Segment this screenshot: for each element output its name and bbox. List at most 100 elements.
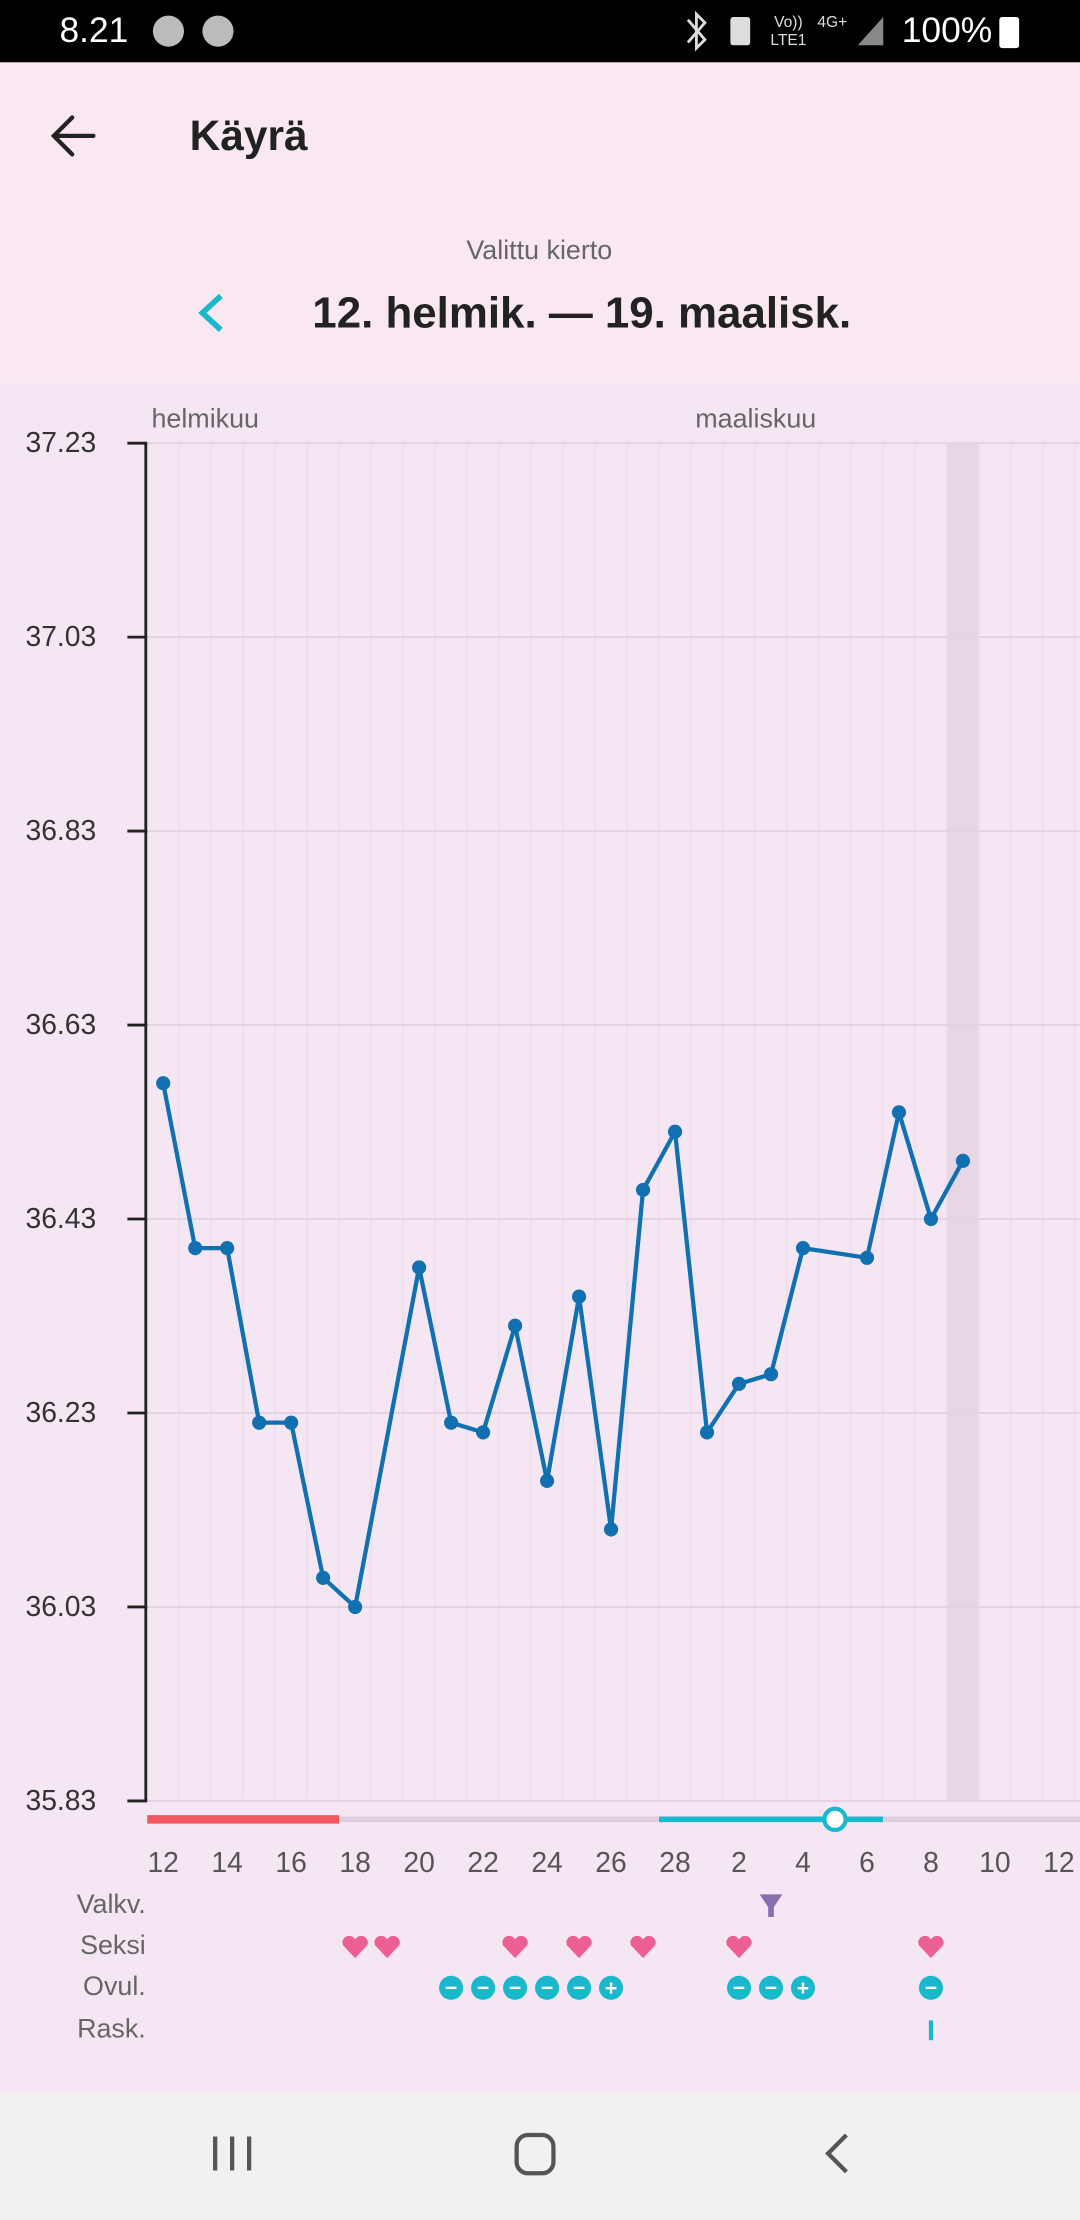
ovulation-test-result: − bbox=[477, 1977, 489, 2000]
y-tick-label: 36.03 bbox=[25, 1590, 96, 1622]
line-segment bbox=[576, 1296, 614, 1530]
ovulation-test-result: − bbox=[765, 1977, 777, 2000]
event-row-label: Rask. bbox=[77, 2013, 146, 2043]
data-point bbox=[188, 1241, 203, 1256]
status-time: 8.21 bbox=[59, 11, 128, 50]
ovulation-test-icon bbox=[471, 1975, 496, 2000]
ovulation-test-result: − bbox=[733, 1977, 745, 2000]
status-battery: 100% bbox=[902, 11, 992, 50]
ovulation-test-result: − bbox=[925, 1977, 937, 2000]
status-icon bbox=[202, 15, 234, 47]
line-segment bbox=[608, 1189, 646, 1530]
line-segment bbox=[289, 1422, 326, 1579]
battery-saver-icon bbox=[730, 16, 751, 46]
ovulation-test-icon bbox=[918, 1975, 943, 2000]
month-label: helmikuu bbox=[151, 404, 259, 434]
previous-cycle-button[interactable] bbox=[198, 293, 223, 332]
bluetooth-icon bbox=[686, 10, 707, 52]
status-lte: LTE1 bbox=[770, 32, 806, 49]
data-point bbox=[316, 1570, 331, 1585]
ovulation-test-result: − bbox=[541, 1977, 553, 2000]
y-tick-label: 35.83 bbox=[25, 1784, 96, 1816]
ovulation-test-icon bbox=[758, 1975, 784, 2000]
heart-icon bbox=[342, 1935, 368, 1959]
ovulation-test-result: + bbox=[605, 1977, 617, 2000]
line-segment bbox=[513, 1325, 550, 1482]
line-segment bbox=[896, 1111, 933, 1220]
x-tick-label: 2 bbox=[731, 1846, 747, 1878]
back-button[interactable] bbox=[50, 115, 96, 157]
data-point bbox=[763, 1367, 779, 1382]
x-tick-label: 6 bbox=[859, 1846, 875, 1878]
data-point bbox=[220, 1241, 235, 1256]
data-point bbox=[795, 1241, 811, 1256]
x-tick-label: 12 bbox=[1043, 1846, 1074, 1878]
data-point bbox=[955, 1153, 971, 1168]
today-column bbox=[946, 443, 979, 1801]
x-tick-label: 22 bbox=[467, 1846, 498, 1878]
recent-apps-button[interactable] bbox=[213, 2136, 252, 2171]
cycle-range: 12. helmik. — 19. maalisk. bbox=[312, 288, 851, 337]
event-row-label: Ovul. bbox=[83, 1971, 146, 2001]
data-point bbox=[252, 1415, 267, 1430]
page-title: Käyrä bbox=[190, 112, 308, 159]
data-point bbox=[412, 1260, 427, 1275]
data-point bbox=[571, 1289, 587, 1304]
discharge-icon bbox=[759, 1894, 783, 1918]
line-segment bbox=[929, 1159, 965, 1221]
data-point bbox=[444, 1415, 459, 1430]
x-tick-label: 28 bbox=[659, 1846, 690, 1878]
heart-icon bbox=[630, 1935, 656, 1959]
line-segment bbox=[705, 1382, 741, 1434]
status-icon bbox=[152, 15, 185, 47]
x-tick-label: 4 bbox=[795, 1846, 811, 1878]
y-tick-label: 36.23 bbox=[25, 1396, 96, 1428]
line-segment bbox=[544, 1296, 582, 1482]
line-segment bbox=[321, 1576, 357, 1609]
heart-icon bbox=[374, 1935, 400, 1959]
system-back-button[interactable] bbox=[825, 2133, 848, 2174]
battery-icon bbox=[999, 16, 1020, 49]
line-segment bbox=[353, 1267, 422, 1608]
home-button[interactable] bbox=[514, 2132, 556, 2176]
line-segment bbox=[225, 1247, 262, 1424]
y-tick-label: 36.63 bbox=[25, 1008, 96, 1040]
event-row-label: Seksi bbox=[80, 1930, 146, 1960]
data-point bbox=[156, 1076, 171, 1091]
data-point bbox=[476, 1425, 491, 1440]
data-point bbox=[635, 1182, 651, 1198]
x-tick-label: 20 bbox=[403, 1846, 434, 1878]
x-tick-label: 10 bbox=[979, 1846, 1010, 1878]
data-point bbox=[731, 1376, 747, 1391]
navigation-bar bbox=[0, 2092, 1080, 2220]
ovulation-test-result: − bbox=[573, 1977, 585, 2000]
line-segment bbox=[417, 1267, 454, 1424]
line-segment bbox=[641, 1130, 677, 1191]
chart: 35.83 36.03 36.23 36.43 36.63 36.83 37.03 37.23… bbox=[25, 404, 1080, 2043]
heart-icon bbox=[502, 1935, 528, 1959]
y-tick-label: 37.03 bbox=[25, 620, 96, 652]
ovulation-test-icon bbox=[790, 1975, 816, 2000]
ovulation-test-icon bbox=[439, 1975, 464, 2000]
data-point bbox=[699, 1425, 715, 1440]
x-tick-label: 16 bbox=[275, 1846, 306, 1878]
ovulation-test-icon bbox=[503, 1975, 528, 2000]
line-segment bbox=[768, 1247, 806, 1375]
ovulation-test-icon bbox=[599, 1975, 624, 2000]
data-point bbox=[348, 1599, 363, 1615]
event-row-label: Valkv. bbox=[77, 1889, 146, 1919]
x-tick-label: 26 bbox=[595, 1846, 626, 1878]
data-point bbox=[891, 1105, 907, 1120]
month-label: maaliskuu bbox=[695, 404, 816, 434]
x-tick-label: 12 bbox=[147, 1846, 178, 1878]
chart-background bbox=[0, 382, 1080, 2093]
x-tick-label: 18 bbox=[339, 1846, 370, 1878]
status-volte: Vo)) bbox=[774, 14, 803, 31]
x-tick-label: 14 bbox=[211, 1846, 242, 1878]
line-segment bbox=[161, 1082, 198, 1249]
line-segment bbox=[672, 1131, 710, 1433]
data-point bbox=[540, 1473, 555, 1488]
y-tick-label: 36.83 bbox=[25, 814, 96, 846]
